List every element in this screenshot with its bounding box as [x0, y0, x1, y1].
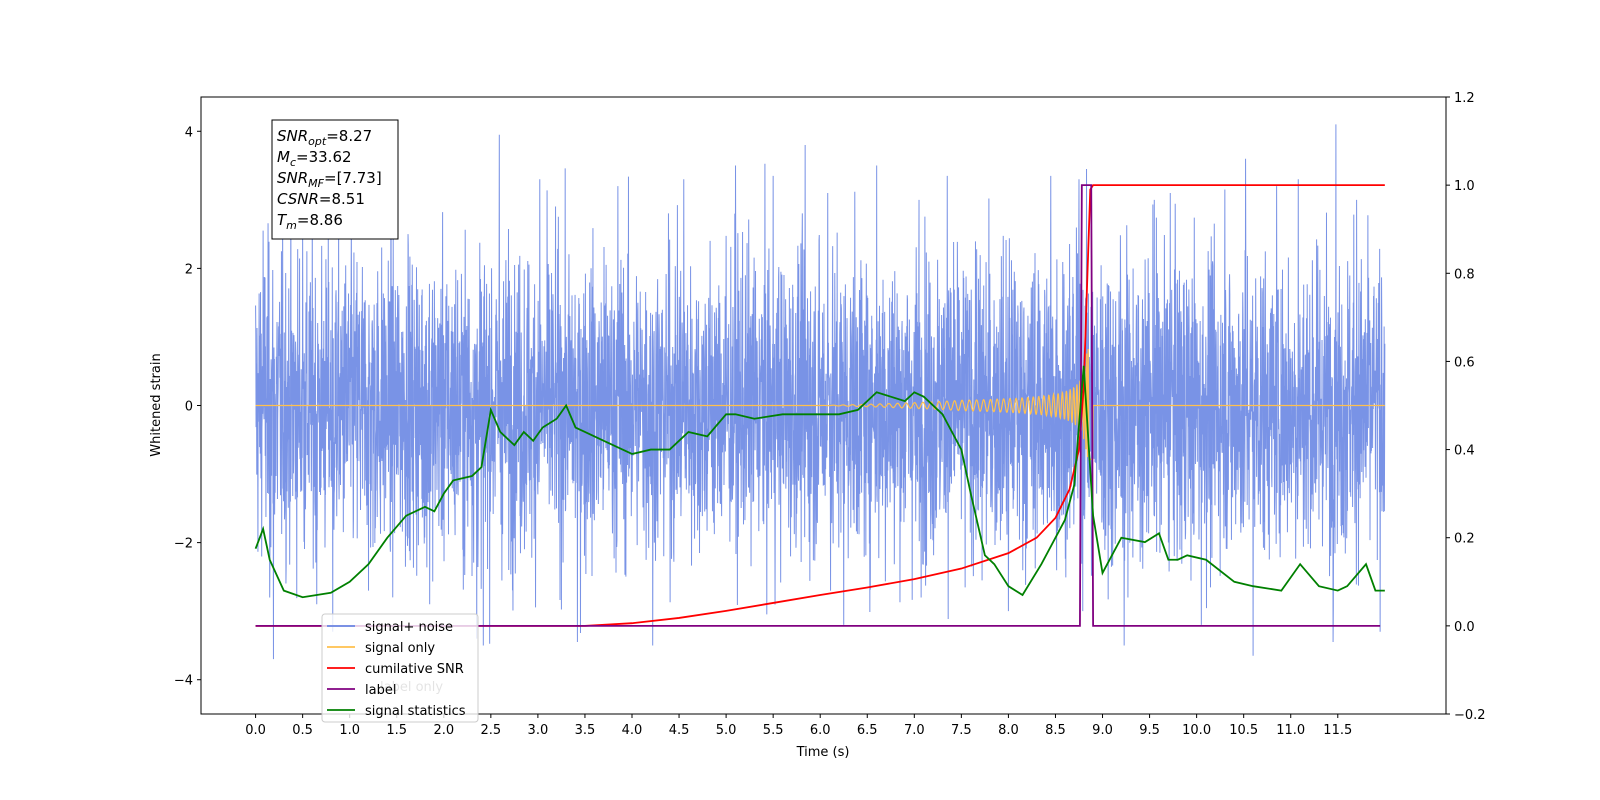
legend-label: signal only: [365, 641, 435, 656]
x-tick-label: 3.5: [575, 723, 596, 738]
y2-tick-label: 0.0: [1454, 620, 1475, 635]
legend-label: signal statistics: [365, 704, 466, 719]
info-symbol: CSNR: [277, 190, 319, 208]
y2-tick-label: 1.0: [1454, 179, 1475, 194]
signal-only-line: [255, 348, 1385, 460]
x-tick-label: 8.5: [1045, 723, 1066, 738]
x-tick-label: 3.0: [528, 723, 549, 738]
info-value: =33.62: [296, 148, 352, 166]
info-line-1: Mc=33.62: [277, 148, 352, 169]
info-box-frame: [271, 119, 399, 240]
x-tick-label: 4.5: [669, 723, 690, 738]
info-value: =8.27: [326, 127, 372, 145]
legend-label: label: [365, 683, 396, 698]
x-tick-label: 6.5: [857, 723, 878, 738]
x-tick-label: 11.0: [1276, 723, 1305, 738]
x-tick-label: 2.0: [433, 723, 454, 738]
y-tick-label: 4: [185, 125, 193, 140]
info-subscript: c: [290, 156, 296, 169]
y-tick-label: −4: [174, 674, 193, 689]
y2-tick-label: 0.8: [1454, 267, 1475, 282]
y2-tick-label: 0.6: [1454, 355, 1475, 370]
x-tick-label: 8.0: [998, 723, 1019, 738]
info-value: =8.51: [319, 190, 365, 208]
y-tick-label: 2: [185, 262, 193, 277]
ticks-layer: 0.0 0.5 1.0 1.5 2.0 2.5 3.0 3.5 4.0 4.5 5.0 5.5 6.0 6…: [174, 91, 1486, 738]
info-symbol: M: [277, 148, 290, 166]
x-tick-label: 5.5: [763, 723, 784, 738]
x-tick-label: 2.5: [480, 723, 501, 738]
legend-label: cumilative SNR: [365, 662, 464, 677]
x-tick-label: 10.5: [1229, 723, 1258, 738]
y-tick-label: 0: [185, 400, 193, 415]
signal-noise-line: [255, 124, 1386, 660]
info-symbol: T: [277, 211, 288, 229]
series-layer: [254, 124, 1386, 660]
x-tick-label: 1.0: [339, 723, 360, 738]
y-tick-label: −2: [174, 537, 193, 552]
y2-tick-label: −0.2: [1454, 708, 1486, 723]
x-tick-label: 7.5: [951, 723, 972, 738]
x-tick-label: 6.0: [810, 723, 831, 738]
info-line-2: SNRMF=[7.73]: [277, 169, 382, 190]
x-tick-label: 0.5: [292, 723, 313, 738]
info-value: =8.86: [297, 211, 343, 229]
info-value: =[7.73]: [324, 169, 382, 187]
x-tick-label: 9.5: [1139, 723, 1160, 738]
info-symbol: SNR: [277, 127, 308, 145]
info-subscript: opt: [308, 135, 327, 148]
x-tick-label: 11.5: [1323, 723, 1352, 738]
x-axis-label: Time (s): [796, 745, 850, 760]
info-subscript: m: [286, 219, 297, 232]
cumulative-snr-line: [255, 184, 1385, 627]
info-line-3: CSNR=8.51: [277, 190, 365, 208]
legend-frame: [321, 613, 479, 723]
info-box: SNRopt=8.27Mc=33.62SNRMF=[7.73]CSNR=8.51…: [271, 119, 399, 240]
x-tick-label: 9.0: [1092, 723, 1113, 738]
y2-tick-label: 1.2: [1454, 91, 1475, 106]
x-tick-label: 0.0: [245, 723, 266, 738]
x-tick-label: 5.0: [716, 723, 737, 738]
y2-tick-label: 0.4: [1454, 444, 1475, 459]
label-line: [255, 184, 1381, 627]
x-tick-label: 7.0: [904, 723, 925, 738]
info-line-0: SNRopt=8.27: [277, 127, 372, 148]
info-symbol: SNR: [277, 169, 308, 187]
y2-tick-label: 0.2: [1454, 532, 1475, 547]
info-line-4: Tm=8.86: [277, 211, 343, 232]
y-axis-label: Whitened strain: [149, 353, 164, 456]
legend-label: signal+ noise: [365, 620, 453, 635]
x-tick-label: 10.0: [1182, 723, 1211, 738]
x-tick-label: 4.0: [622, 723, 643, 738]
info-subscript: MF: [308, 177, 324, 190]
x-tick-label: 1.5: [386, 723, 407, 738]
signal-statistics-line: [254, 365, 1385, 599]
